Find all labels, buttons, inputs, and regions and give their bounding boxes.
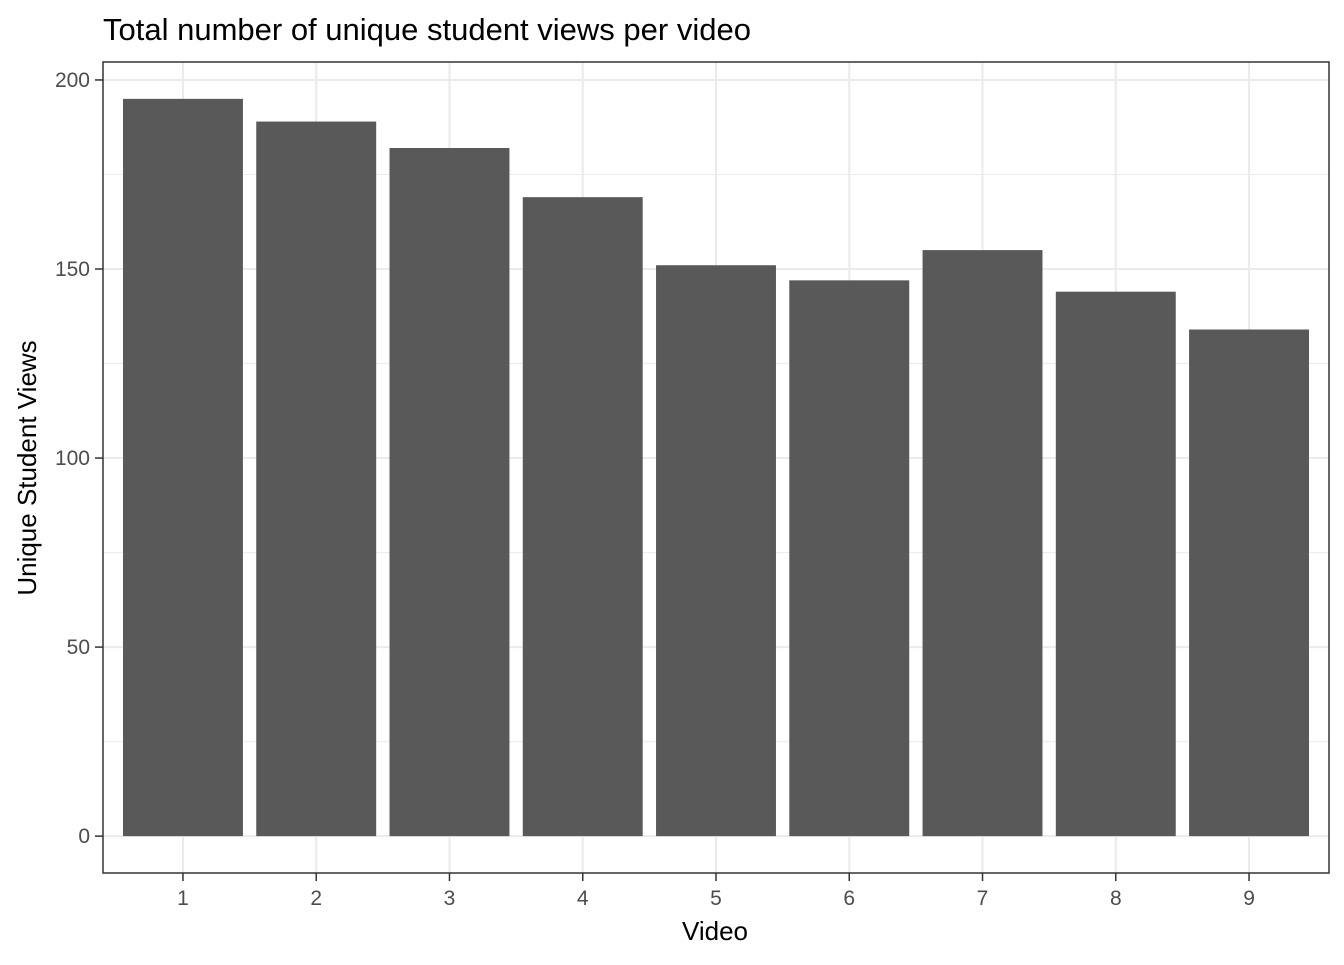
bar-video-6 [789, 280, 910, 837]
bar-video-9 [1189, 329, 1310, 837]
chart-title: Total number of unique student views per… [103, 12, 751, 47]
y-tick-label: 150 [55, 258, 90, 281]
bar-video-8 [1055, 291, 1176, 837]
bar-video-1 [122, 98, 243, 837]
y-tick-label: 50 [67, 636, 90, 659]
x-tick-label: 2 [310, 887, 322, 910]
x-tick-label: 7 [977, 887, 989, 910]
x-tick-label: 5 [710, 887, 722, 910]
axes: 0 50 100 150 200 1 2 3 4 5 6 7 8 9 [55, 61, 1330, 910]
bar-video-7 [922, 250, 1043, 837]
y-tick-label: 100 [55, 447, 90, 470]
bar-video-5 [656, 265, 776, 837]
y-axis-title: Unique Student Views [12, 340, 42, 595]
bar-video-3 [389, 148, 510, 837]
bar-video-2 [256, 121, 377, 837]
bar-video-4 [522, 197, 643, 837]
x-tick-label: 1 [177, 887, 189, 910]
x-tick-label: 9 [1243, 887, 1255, 910]
y-tick-label: 200 [55, 69, 90, 92]
y-tick-label: 0 [78, 825, 90, 848]
x-tick-label: 6 [843, 887, 855, 910]
bars [122, 98, 1310, 837]
x-tick-label: 3 [444, 887, 456, 910]
x-axis-title: Video [682, 916, 748, 946]
x-tick-label: 4 [577, 887, 589, 910]
x-tick-label: 8 [1110, 887, 1122, 910]
